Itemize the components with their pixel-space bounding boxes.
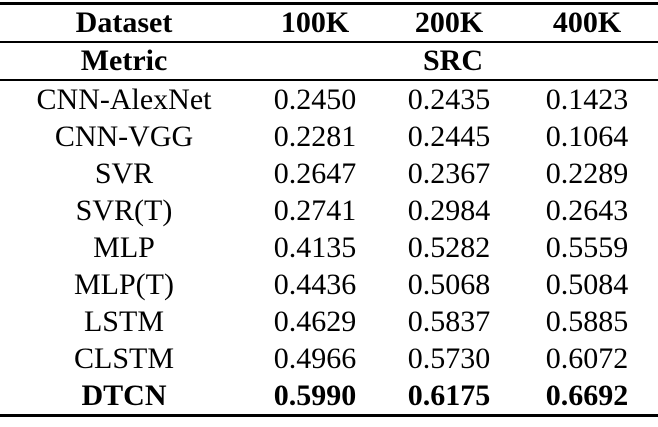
cell-value: 0.2450: [273, 82, 357, 116]
row-label: DTCN: [81, 378, 167, 412]
results-table: Dataset 100K 200K 400K Metric SRC CNN-Al…: [0, 2, 658, 417]
cell-value: 0.5068: [407, 267, 491, 301]
cell-value: 0.5282: [407, 230, 491, 264]
cell-value: 0.5730: [407, 341, 491, 375]
header-col-200k: 200K: [382, 3, 516, 43]
cell-value: 0.5084: [545, 267, 629, 301]
row-label: CNN-VGG: [54, 119, 194, 153]
cell-value: 0.2647: [273, 156, 357, 190]
cell-value: 0.5559: [545, 230, 629, 264]
table-row: CLSTM 0.4966 0.5730 0.6072: [0, 340, 658, 377]
table-row: SVR 0.2647 0.2367 0.2289: [0, 155, 658, 192]
row-label: LSTM: [83, 304, 164, 338]
header-dataset-label: Dataset: [0, 3, 248, 43]
cell-value: 0.2984: [407, 193, 491, 227]
cell-value: 0.2435: [407, 82, 491, 116]
table-row: MLP(T) 0.4436 0.5068 0.5084: [0, 266, 658, 303]
row-label: MLP: [93, 230, 155, 264]
row-label: SVR(T): [75, 193, 173, 227]
header-row-metric: Metric SRC: [0, 42, 658, 81]
cell-value: 0.4135: [273, 230, 357, 264]
cell-value: 0.2445: [407, 119, 491, 153]
cell-value: 0.2289: [545, 156, 629, 190]
header-row-dataset: Dataset 100K 200K 400K: [0, 3, 658, 43]
results-table-container: Dataset 100K 200K 400K Metric SRC CNN-Al…: [0, 2, 658, 417]
table-row: SVR(T) 0.2741 0.2984 0.2643: [0, 192, 658, 229]
row-label: CLSTM: [73, 341, 175, 375]
cell-value: 0.2281: [273, 119, 357, 153]
table-row: CNN-AlexNet 0.2450 0.2435 0.1423: [0, 80, 658, 118]
table-row: LSTM 0.4629 0.5837 0.5885: [0, 303, 658, 340]
row-label: MLP(T): [74, 267, 174, 301]
cell-value: 0.2741: [273, 193, 357, 227]
cell-value: 0.1064: [545, 119, 629, 153]
header-metric-value: SRC: [248, 42, 658, 81]
table-row: CNN-VGG 0.2281 0.2445 0.1064: [0, 118, 658, 155]
row-label: SVR: [94, 156, 154, 190]
cell-value: 0.2367: [407, 156, 491, 190]
table-row-best-method: DTCN 0.5990 0.6175 0.6692: [0, 377, 658, 416]
cell-value: 0.5990: [273, 378, 357, 412]
header-metric-label: Metric: [0, 42, 248, 81]
cell-value: 0.6175: [407, 378, 491, 412]
row-label: CNN-AlexNet: [36, 82, 212, 116]
cell-value: 0.6692: [545, 378, 629, 412]
header-col-100k: 100K: [248, 3, 382, 43]
cell-value: 0.4436: [273, 267, 357, 301]
table-row: MLP 0.4135 0.5282 0.5559: [0, 229, 658, 266]
cell-value: 0.2643: [545, 193, 629, 227]
cell-value: 0.4629: [273, 304, 357, 338]
cell-value: 0.6072: [545, 341, 629, 375]
cell-value: 0.4966: [273, 341, 357, 375]
cell-value: 0.5885: [545, 304, 629, 338]
cell-value: 0.5837: [407, 304, 491, 338]
header-col-400k: 400K: [516, 3, 658, 43]
cell-value: 0.1423: [545, 82, 629, 116]
